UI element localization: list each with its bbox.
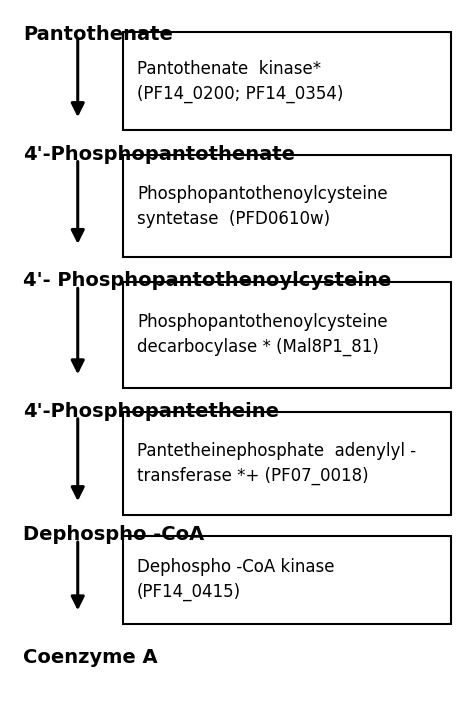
Bar xyxy=(123,536,451,624)
Text: 4'- Phosphopantothenoylcysteine: 4'- Phosphopantothenoylcysteine xyxy=(23,272,392,290)
Text: Coenzyme A: Coenzyme A xyxy=(23,649,158,667)
Bar xyxy=(123,32,451,131)
Text: Phosphopantothenoylcysteine
syntetase  (PFD0610w): Phosphopantothenoylcysteine syntetase (P… xyxy=(137,185,388,228)
Bar xyxy=(123,282,451,388)
Text: Dephospho -CoA: Dephospho -CoA xyxy=(23,525,204,544)
Text: Pantothenate: Pantothenate xyxy=(23,25,173,44)
Text: Pantetheinephosphate  adenylyl -
transferase *+ (PF07_0018): Pantetheinephosphate adenylyl - transfer… xyxy=(137,441,416,485)
Text: 4'-Phosphopantetheine: 4'-Phosphopantetheine xyxy=(23,402,279,421)
Text: Dephospho -CoA kinase
(PF14_0415): Dephospho -CoA kinase (PF14_0415) xyxy=(137,558,334,601)
Text: 4'-Phosphopantothenate: 4'-Phosphopantothenate xyxy=(23,145,295,164)
Bar xyxy=(123,413,451,515)
Text: Pantothenate  kinase*
(PF14_0200; PF14_0354): Pantothenate kinase* (PF14_0200; PF14_03… xyxy=(137,60,343,103)
Text: Phosphopantothenoylcysteine
decarbocylase * (Mal8P1_81): Phosphopantothenoylcysteine decarbocylas… xyxy=(137,313,388,357)
Bar xyxy=(123,155,451,257)
